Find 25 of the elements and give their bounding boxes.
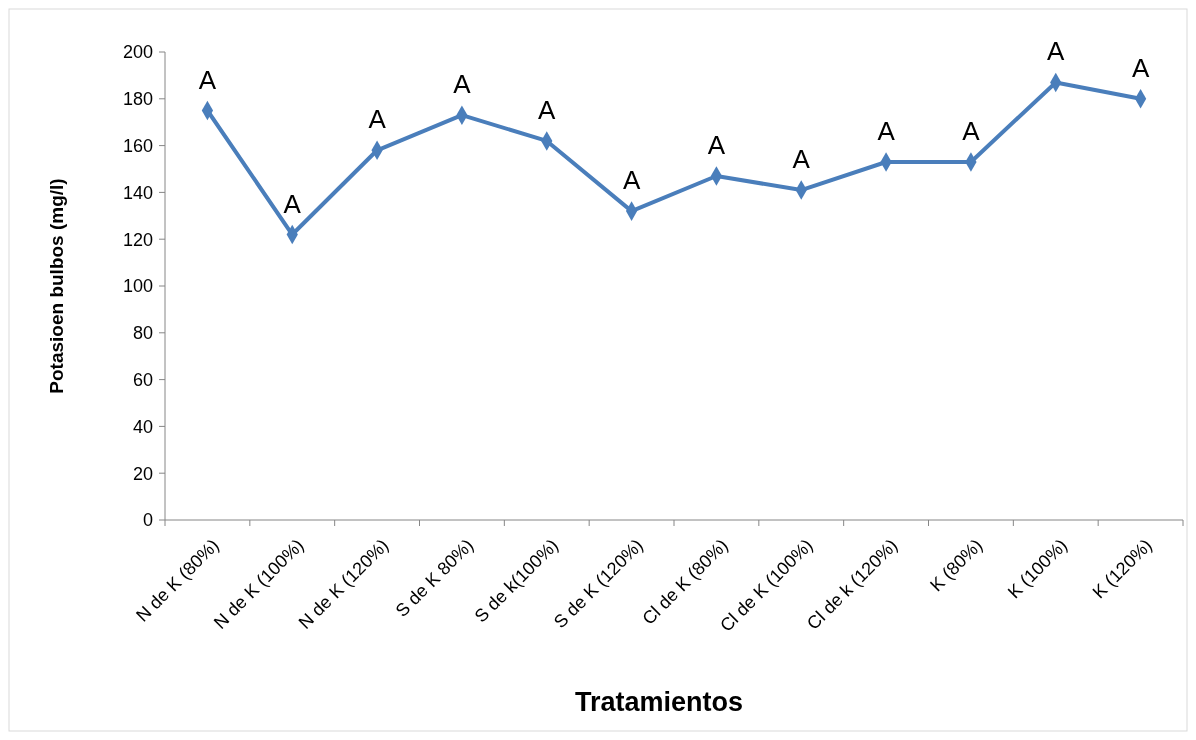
y-tick-label: 160	[122, 135, 153, 156]
annotation: A	[1047, 36, 1066, 67]
annotation: A	[368, 104, 387, 135]
y-tick-label: 140	[122, 182, 153, 203]
y-tick-label: 60	[132, 369, 153, 390]
annotation: A	[453, 69, 472, 100]
annotation: A	[198, 64, 217, 95]
y-axis-title: Potasioen bulbos (mg/l)	[46, 178, 67, 394]
annotation: A	[877, 115, 896, 146]
annotation: A	[283, 188, 302, 219]
annotation: A	[622, 165, 641, 196]
y-tick-label: 200	[122, 42, 153, 63]
y-tick-label: 180	[122, 89, 153, 110]
annotation: A	[962, 115, 981, 146]
x-axis-title: Tratamientos	[574, 687, 744, 717]
y-tick-label: 80	[132, 323, 153, 344]
annotation: A	[538, 94, 557, 125]
y-tick-label: 40	[132, 416, 153, 437]
y-tick-label: 0	[142, 510, 153, 531]
annotation: A	[707, 130, 726, 161]
y-tick-label: 100	[122, 276, 153, 297]
annotation: A	[1131, 52, 1150, 83]
annotation: A	[792, 144, 811, 175]
y-tick-label: 120	[122, 229, 153, 250]
y-tick-label: 20	[132, 463, 153, 484]
